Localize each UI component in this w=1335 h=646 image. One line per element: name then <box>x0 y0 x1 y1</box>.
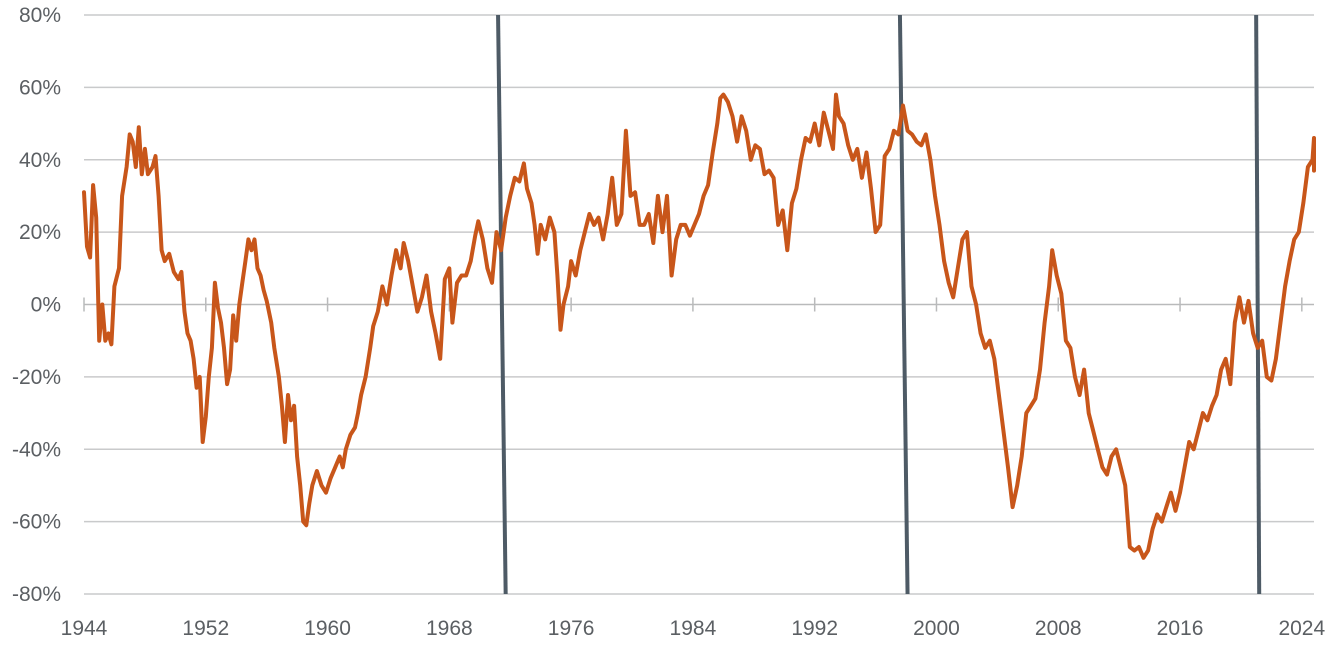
x-tick-label: 1960 <box>304 617 351 640</box>
x-tick-label: 2000 <box>913 617 960 640</box>
y-tick-label: -20% <box>12 366 61 389</box>
x-tick-label: 2024 <box>1278 617 1325 640</box>
vertical-marker-line <box>496 14 508 595</box>
x-tick-label: 1984 <box>670 617 717 640</box>
vertical-marker-line <box>1254 14 1262 595</box>
y-tick-label: -60% <box>12 511 61 534</box>
y-tick-label: -80% <box>12 583 61 606</box>
x-tick-label: 1968 <box>426 617 473 640</box>
x-tick-label: 1952 <box>182 617 229 640</box>
x-tick-label: 2008 <box>1035 617 1082 640</box>
series-line <box>82 92 1316 560</box>
y-tick-label: 40% <box>19 149 61 172</box>
y-tick-label: 80% <box>19 4 61 27</box>
x-tick-label: 1944 <box>61 617 108 640</box>
x-tick-label: 1976 <box>548 617 595 640</box>
y-tick-label: 0% <box>31 294 61 317</box>
y-tick-label: -40% <box>12 438 61 461</box>
y-tick-label: 60% <box>19 76 61 99</box>
y-tick-label: 20% <box>19 221 61 244</box>
series <box>82 92 1316 560</box>
x-axis-ticks: 1944 1952 1960 1968 1976 1984 1992 2000 2008 2016… <box>61 297 1326 640</box>
y-axis-ticks: 80% 60% 40% 20% 0% -20% -40% -60% -80% <box>12 4 61 606</box>
x-tick-label: 1992 <box>791 617 838 640</box>
grid <box>84 14 1314 595</box>
x-tick-label: 2016 <box>1157 617 1204 640</box>
